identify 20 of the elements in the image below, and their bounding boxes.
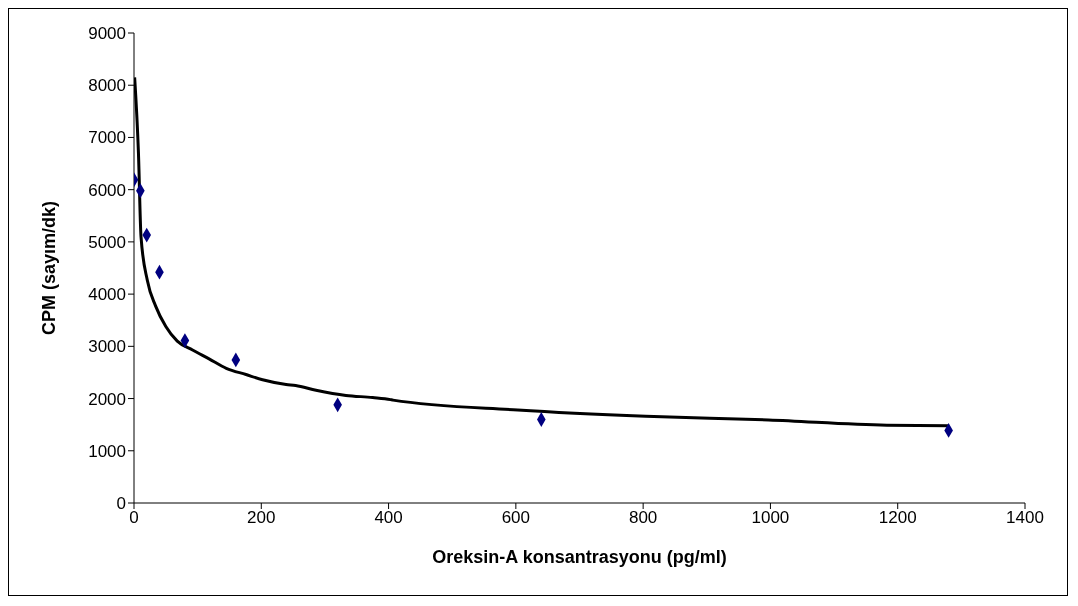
x-tick-label: 1200 <box>878 508 917 528</box>
y-tick-label: 4000 <box>88 285 126 305</box>
y-tick-label: 8000 <box>88 76 126 96</box>
y-tick-label: 0 <box>116 494 126 514</box>
y-tick-label: 1000 <box>88 441 126 461</box>
x-tick-label: 600 <box>501 508 531 528</box>
x-tick-label: 1000 <box>751 508 790 528</box>
y-tick-label: 7000 <box>88 128 126 148</box>
y-tick-label: 2000 <box>88 389 126 409</box>
y-tick-label: 3000 <box>88 337 126 357</box>
y-tick-label: 9000 <box>88 24 126 44</box>
x-tick-label: 0 <box>129 508 139 528</box>
x-tick-label: 1400 <box>1006 508 1044 528</box>
x-axis-title: Oreksin-A konsantrasyonu (pg/ml) <box>432 547 727 567</box>
x-tick-label: 800 <box>628 508 658 528</box>
y-tick-label: 6000 <box>88 180 126 200</box>
y-tick-label: 5000 <box>88 232 126 252</box>
x-tick-label: 400 <box>374 508 403 528</box>
y-axis-title: CPM (sayım/dk) <box>39 200 60 336</box>
x-tick-label: 200 <box>247 508 276 528</box>
